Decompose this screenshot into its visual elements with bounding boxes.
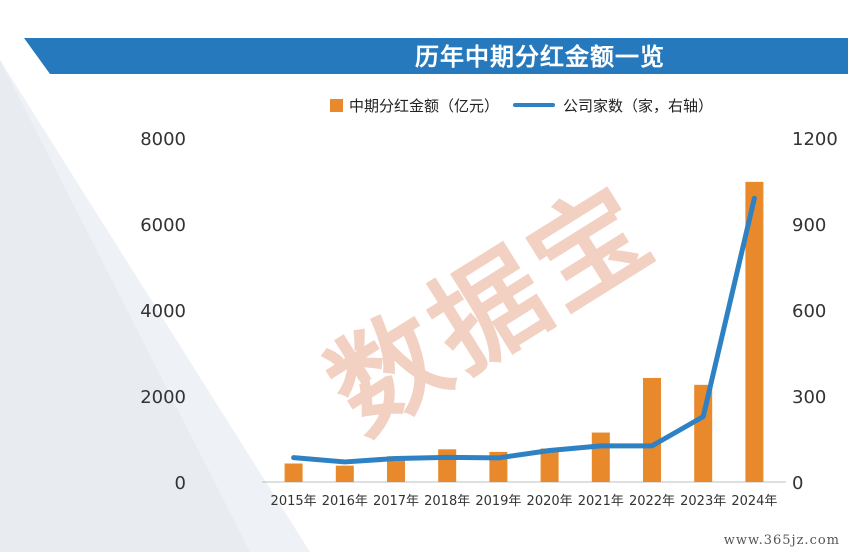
y-left-tick-label: 8000: [140, 129, 186, 150]
x-tick-label: 2015年: [271, 494, 317, 509]
x-tick-label: 2022年: [629, 494, 675, 509]
x-tick-label: 2016年: [322, 494, 368, 509]
line-point: [343, 460, 347, 464]
line-point: [394, 456, 398, 460]
bar: [694, 384, 713, 482]
y-left-tick-label: 2000: [140, 387, 186, 408]
bar: [540, 448, 559, 482]
legend-line-swatch: [513, 103, 556, 107]
bar: [745, 181, 764, 483]
x-tick-label: 2018年: [424, 494, 470, 509]
line-point: [445, 455, 449, 459]
legend-label-amount: 中期分红金额（亿元）: [349, 96, 500, 115]
x-tick-label: 2020年: [527, 494, 573, 509]
site-watermark: www.365jz.com: [723, 533, 840, 548]
legend-label-count: 公司家数（家，右轴）: [563, 96, 714, 115]
bar: [438, 449, 457, 482]
y-right-tick-label: 0: [792, 473, 803, 494]
x-tick-label: 2023年: [680, 494, 726, 509]
series-line: [291, 195, 757, 465]
x-tick-label: 2019年: [475, 494, 521, 509]
line-point: [496, 456, 500, 460]
legend-bar-swatch: [330, 98, 343, 112]
bar: [643, 377, 661, 482]
bar: [591, 432, 610, 482]
bar: [335, 465, 354, 482]
y-left-tick-label: 0: [175, 473, 186, 494]
y-left-tick-label: 4000: [140, 301, 186, 322]
legend: 中期分红金额（亿元） 公司家数（家，右轴）: [330, 94, 713, 116]
bar: [284, 463, 303, 482]
y-right-tick-label: 600: [792, 301, 826, 322]
line-point: [752, 196, 756, 200]
title-banner: [24, 38, 848, 74]
y-right-tick-label: 1200: [792, 129, 838, 150]
x-tick-label: 2017年: [373, 494, 419, 509]
line-point: [650, 444, 654, 448]
y-right-tick-label: 900: [792, 215, 826, 236]
line-point: [548, 448, 552, 452]
x-tick-label: 2021年: [578, 494, 624, 509]
bar: [387, 456, 405, 482]
line-point: [701, 415, 705, 419]
y-left-tick-label: 6000: [140, 215, 186, 236]
line-point: [292, 456, 296, 460]
chart-title: 历年中期分红金额一览: [415, 43, 665, 71]
line-point: [599, 444, 603, 448]
x-tick-label: 2024年: [731, 494, 777, 509]
y-right-tick-label: 300: [792, 387, 826, 408]
